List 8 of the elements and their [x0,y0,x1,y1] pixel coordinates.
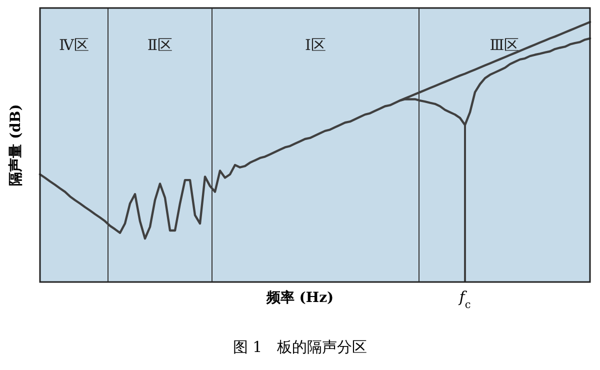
annotation: Ⅱ区 [147,36,173,54]
annotation: Ⅳ区 [59,36,89,54]
annotation: Ⅲ区 [490,36,520,54]
caption: 图 1 板的隔声分区 [232,338,368,356]
annotation: Ⅰ区 [305,36,326,54]
text: f$_{c}$ [458,288,471,311]
x-axis-title: 频率 (Hz) [265,289,334,306]
y-axis-title: 隔声量 (dB) [8,104,24,186]
